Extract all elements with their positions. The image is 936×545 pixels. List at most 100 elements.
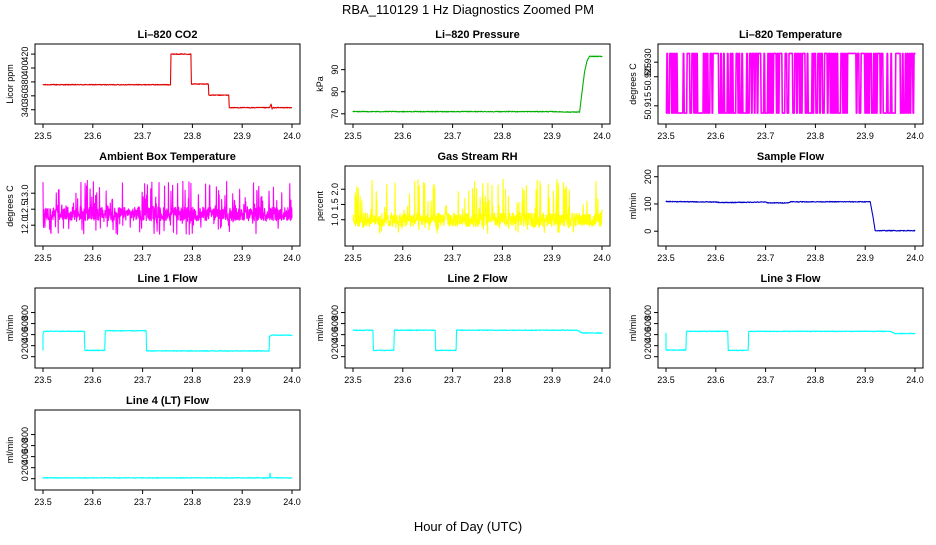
series-line	[42, 472, 293, 479]
panel-title: Sample Flow	[757, 151, 825, 163]
x-tick-label: 23.9	[856, 253, 874, 263]
x-tick-label: 23.7	[134, 253, 152, 263]
x-tick-label: 23.8	[184, 253, 202, 263]
x-tick-label: 23.6	[84, 375, 102, 385]
x-tick-label: 23.8	[807, 253, 825, 263]
panel-line-1-flow: Line 1 Flow 23.5 23.6 23.7 23.8 23.9 24.0 02004…	[5, 273, 301, 385]
y-tick-label: 600	[643, 316, 653, 331]
x-tick-label: 23.5	[657, 131, 675, 141]
y-tick-label: 200	[20, 338, 30, 353]
x-tick-label: 23.6	[707, 375, 725, 385]
y-tick-label: 360	[20, 88, 30, 103]
y-tick-label: 0	[643, 354, 653, 359]
panel-li-820-co2: Li–820 CO2 23.5 23.6 23.7 23.8 23.9 24.0 340360…	[5, 29, 301, 141]
x-tick-label: 23.6	[707, 253, 725, 263]
y-tick-label: 400	[20, 60, 30, 75]
plot-frame	[344, 165, 611, 247]
series-ambient-box-temperature	[42, 179, 293, 236]
x-tick-label: 24.0	[906, 253, 924, 263]
x-tick-label: 23.5	[34, 253, 52, 263]
plot-frame	[34, 287, 301, 369]
plot-frame	[34, 409, 301, 491]
y-tick-label: 380	[20, 74, 30, 89]
series-sample-flow	[665, 200, 916, 232]
y-tick-label: 13.0	[20, 184, 30, 202]
y-tick-label: 400	[20, 449, 30, 464]
x-tick-label: 23.9	[856, 375, 874, 385]
y-axis-label: degrees C	[628, 63, 638, 105]
x-tick-label: 24.0	[283, 131, 301, 141]
y-tick-label: 800	[20, 305, 30, 320]
y-tick-label: 2.0	[330, 183, 340, 196]
x-tick-label: 24.0	[906, 375, 924, 385]
x-tick-label: 23.7	[444, 375, 462, 385]
y-tick-label: 1.0	[330, 213, 340, 226]
series-line	[665, 200, 916, 232]
series-line	[42, 179, 293, 236]
y-tick-label: 400	[330, 327, 340, 342]
y-tick-label: 90	[330, 65, 340, 75]
x-tick-label: 23.6	[394, 375, 412, 385]
x-tick-label: 23.9	[543, 253, 561, 263]
y-tick-label: 200	[330, 338, 340, 353]
figure-xlabel: Hour of Day (UTC)	[414, 519, 522, 534]
x-tick-label: 23.8	[494, 131, 512, 141]
x-tick-label: 23.7	[757, 375, 775, 385]
x-tick-label: 23.9	[543, 375, 561, 385]
x-tick-label: 23.5	[34, 497, 52, 507]
y-tick-label: 0	[643, 229, 653, 234]
plot-frame	[657, 287, 924, 369]
x-tick-label: 23.7	[444, 131, 462, 141]
panel-title: Li–820 CO2	[138, 29, 198, 41]
y-tick-label: 200	[643, 338, 653, 353]
x-tick-label: 23.9	[543, 131, 561, 141]
x-tick-label: 23.5	[34, 375, 52, 385]
series-line	[42, 329, 293, 352]
x-tick-label: 24.0	[593, 131, 611, 141]
panel-line-3-flow: Line 3 Flow 23.5 23.6 23.7 23.8 23.9 24.0 02004…	[628, 273, 924, 385]
x-tick-label: 23.6	[84, 253, 102, 263]
x-tick-label: 23.5	[344, 131, 362, 141]
x-axis: 23.5 23.6 23.7 23.8 23.9 24.0	[344, 124, 611, 141]
y-axis-label: Licor ppm	[5, 64, 15, 104]
y-tick-label: 600	[330, 316, 340, 331]
y-tick-label: 0	[20, 354, 30, 359]
x-tick-label: 23.6	[394, 253, 412, 263]
panel-li-820-pressure: Li–820 Pressure 23.5 23.6 23.7 23.8 23.9 24.0 7…	[315, 29, 611, 141]
panel-title: Line 1 Flow	[138, 273, 198, 285]
x-tick-label: 23.7	[134, 131, 152, 141]
plot-frame	[344, 287, 611, 369]
y-tick-label: 100	[643, 196, 653, 211]
x-tick-label: 23.6	[394, 131, 412, 141]
x-axis: 23.5 23.6 23.7 23.8 23.9 24.0	[344, 368, 611, 385]
x-tick-label: 23.9	[233, 131, 251, 141]
series-li-820-pressure	[352, 55, 603, 113]
x-tick-label: 23.6	[707, 131, 725, 141]
y-axis-label: kPa	[315, 76, 325, 92]
plot-frame	[34, 165, 301, 247]
panel-title: Ambient Box Temperature	[99, 151, 236, 163]
x-tick-label: 24.0	[283, 375, 301, 385]
figure-title: RBA_110129 1 Hz Diagnostics Zoomed PM	[342, 2, 594, 17]
series-gas-stream-rh	[352, 178, 603, 234]
series-line	[665, 52, 916, 114]
x-tick-label: 23.5	[344, 375, 362, 385]
y-tick-label: 70	[330, 109, 340, 119]
x-axis: 23.5 23.6 23.7 23.8 23.9 24.0	[34, 124, 301, 141]
panels: Li–820 CO2 23.5 23.6 23.7 23.8 23.9 24.0 340360…	[5, 29, 924, 507]
series-line	[352, 329, 603, 352]
x-tick-label: 24.0	[906, 131, 924, 141]
y-tick-label: 80	[330, 87, 340, 97]
x-axis: 23.5 23.6 23.7 23.8 23.9 24.0	[34, 490, 301, 507]
x-tick-label: 23.7	[757, 131, 775, 141]
series-line	[352, 55, 603, 113]
panel-title: Li–820 Temperature	[739, 29, 842, 41]
x-tick-label: 24.0	[593, 375, 611, 385]
y-axis-label: ml/min	[315, 315, 325, 342]
x-tick-label: 23.9	[233, 375, 251, 385]
